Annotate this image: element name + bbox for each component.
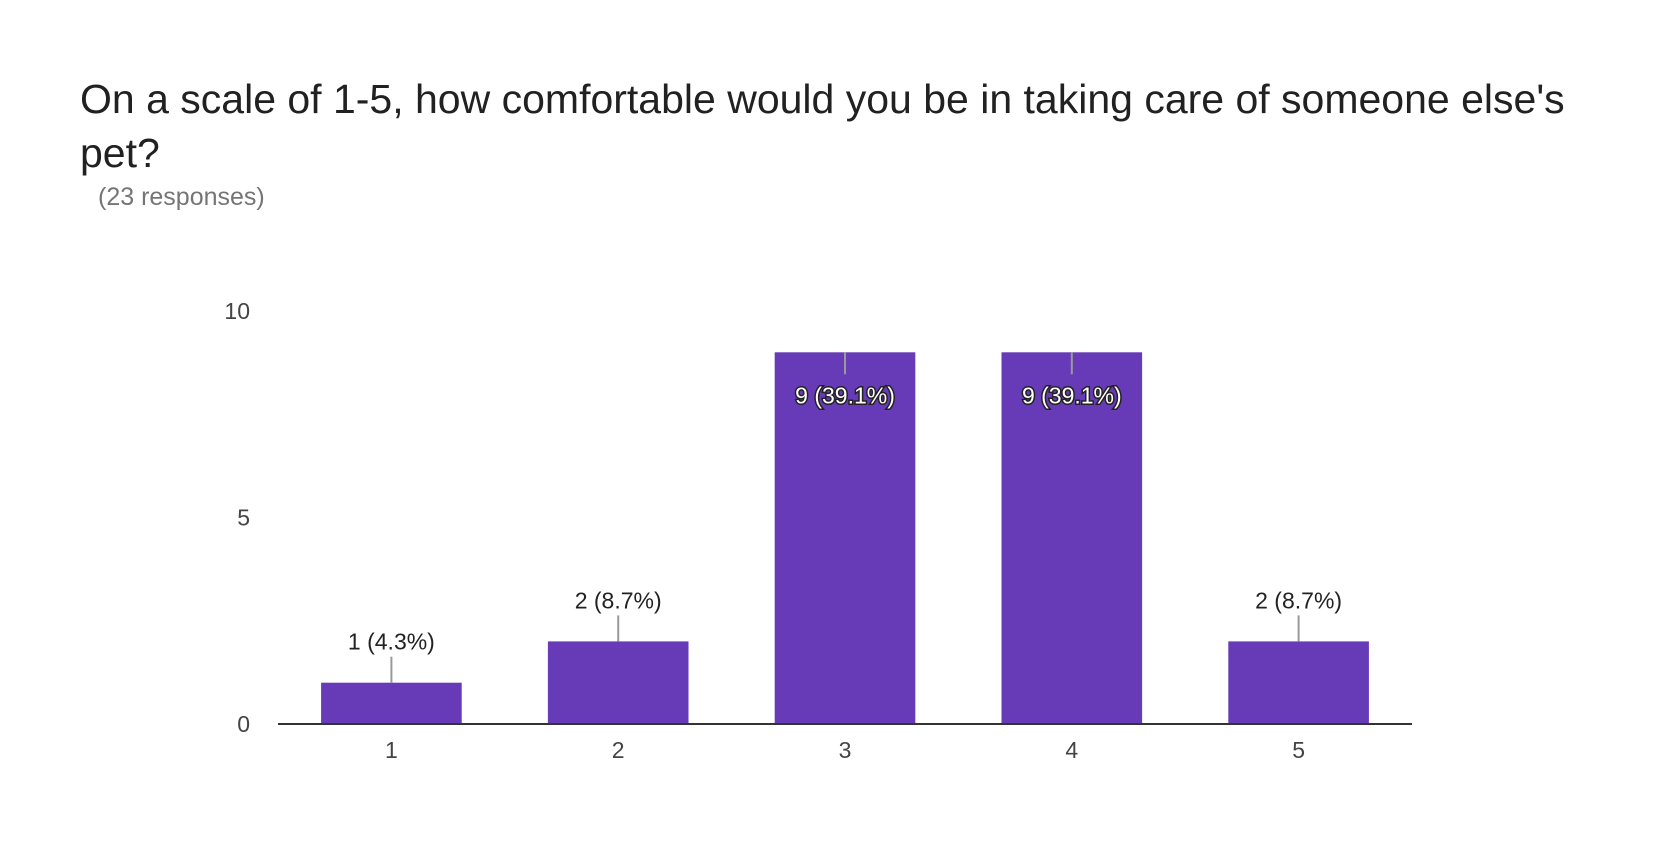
x-tick-label: 3 — [839, 737, 852, 763]
x-tick-label: 4 — [1065, 737, 1078, 763]
chart-title: On a scale of 1-5, how comfortable would… — [80, 76, 1565, 176]
y-tick-label: 5 — [237, 505, 250, 531]
data-label: 1 (4.3%) — [348, 629, 435, 655]
bar — [774, 352, 916, 724]
x-tick-label: 5 — [1292, 737, 1305, 763]
data-label: 9 (39.1%) — [1022, 382, 1122, 408]
y-tick-label: 0 — [237, 711, 250, 737]
bar — [1001, 352, 1143, 724]
bar — [321, 682, 462, 724]
data-label: 9 (39.1%) — [795, 382, 895, 408]
bar — [1228, 641, 1369, 724]
x-tick-label: 2 — [612, 737, 625, 763]
data-label: 2 (8.7%) — [1255, 587, 1342, 613]
bar — [547, 641, 689, 724]
x-tick-label: 1 — [385, 737, 398, 763]
y-tick-label: 10 — [224, 298, 250, 324]
data-label: 2 (8.7%) — [575, 587, 662, 613]
response-count: (23 responses) — [98, 183, 265, 211]
